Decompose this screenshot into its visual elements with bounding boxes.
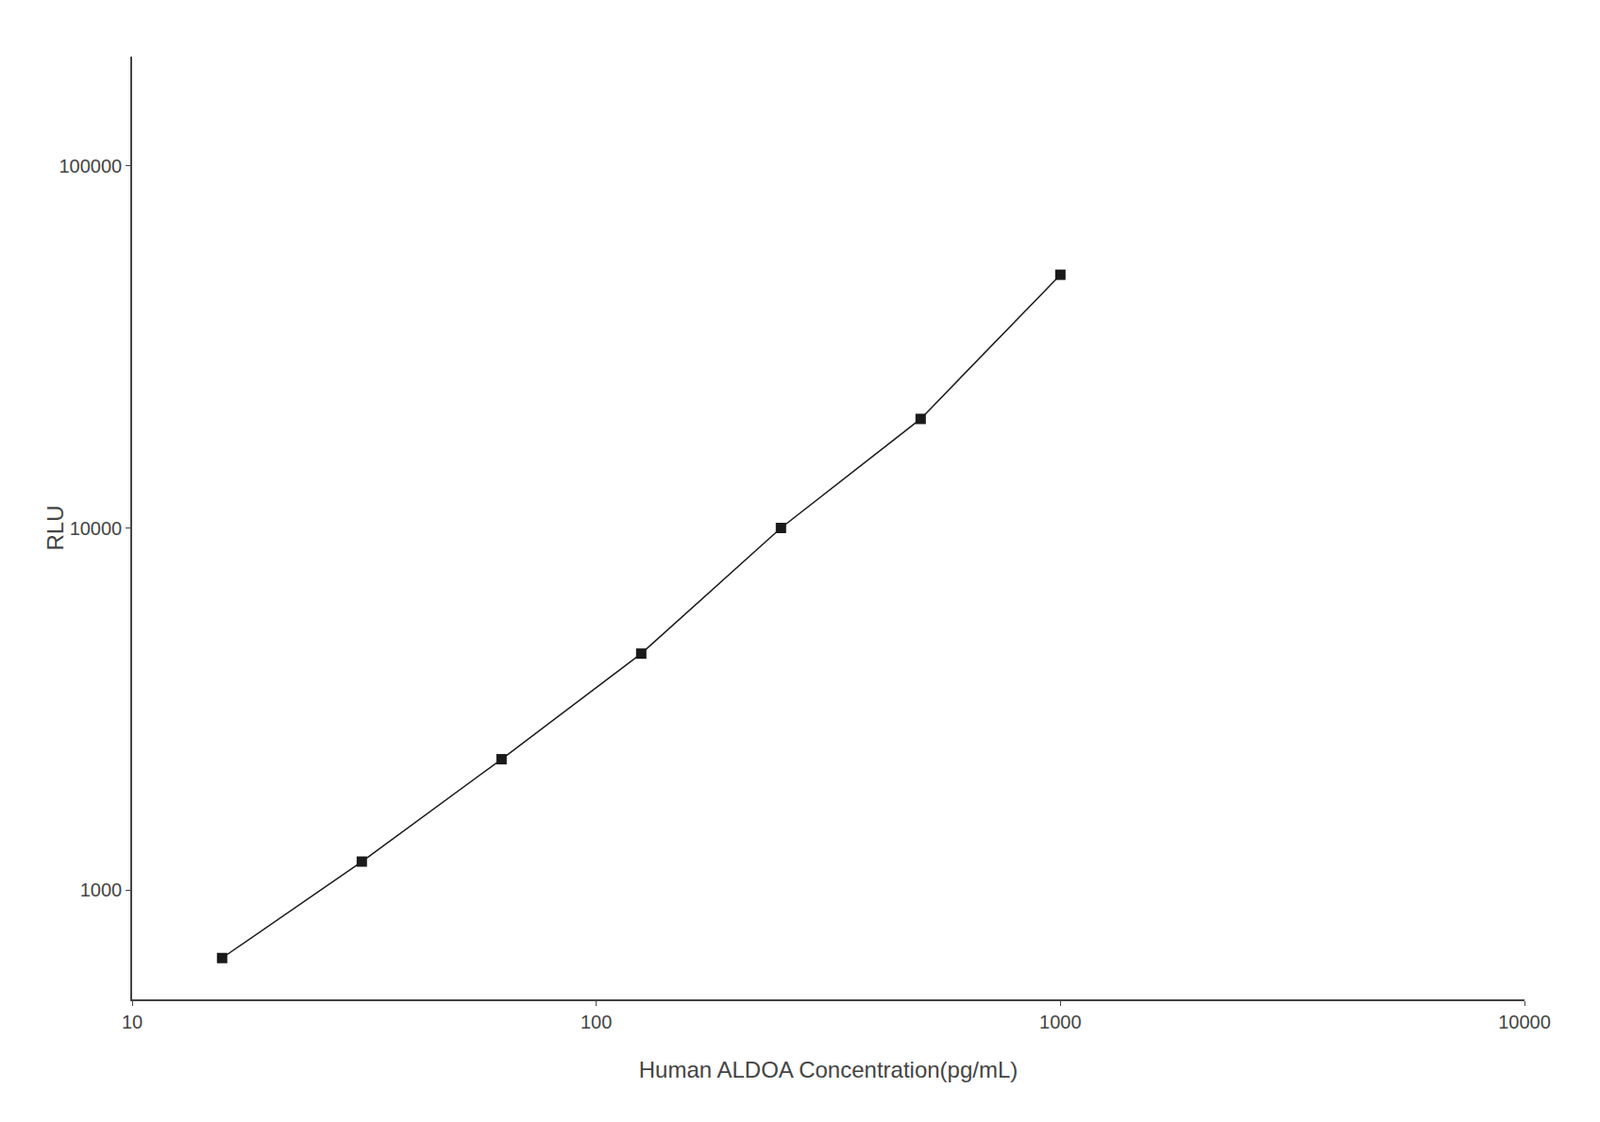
svg-text:10000: 10000 [69,518,123,539]
svg-text:100000: 100000 [59,155,123,177]
svg-text:Human ALDOA Concentration(pg/m: Human ALDOA Concentration(pg/mL) [639,1057,1019,1083]
svg-text:100: 100 [580,1011,612,1033]
svg-text:RLU: RLU [42,505,68,551]
svg-text:1000: 1000 [80,879,123,901]
svg-text:1000: 1000 [1039,1011,1082,1033]
svg-text:10000: 10000 [1498,1011,1551,1033]
svg-text:10: 10 [121,1011,143,1033]
